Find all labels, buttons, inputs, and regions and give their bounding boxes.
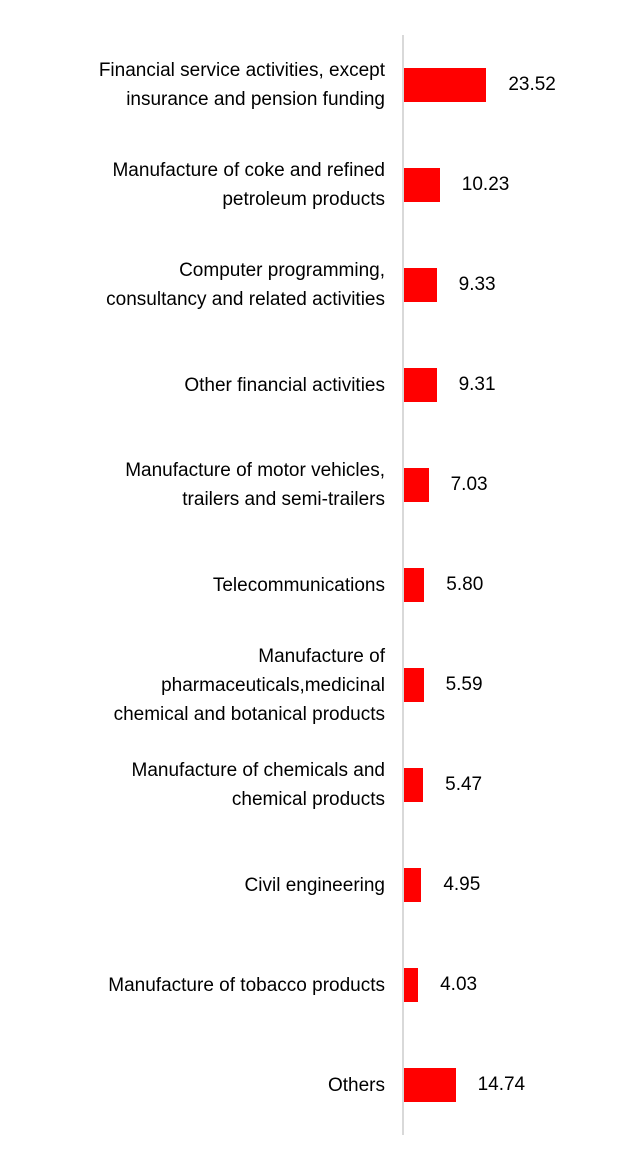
category-label: Manufacture of chemicals and chemical pro… [25,756,385,814]
bar [404,468,429,502]
value-label: 9.31 [458,374,496,395]
value-label: 4.03 [440,974,478,995]
category-label: Civil engineering [25,871,385,900]
category-label: Manufacture of coke and refined petroleum… [25,156,385,214]
value-axis-line [402,35,404,1135]
category-label: Manufacture of pharmaceuticals,medicinal c… [25,642,385,729]
category-label: Computer programming, consultancy and rel… [25,256,385,314]
category-label-line: Financial service activities, except [98,60,385,81]
category-label: Financial service activities, except insu… [25,56,385,114]
category-label: Others [25,1071,385,1100]
value-label: 4.95 [443,874,481,895]
category-label-line: Other financial activities [184,374,385,396]
value-label: 7.03 [450,474,488,495]
category-label-line: Civil engineering [244,874,385,896]
category-label-line: Computer programming, [179,260,385,281]
bar [404,868,422,902]
bar [404,268,437,302]
bar [404,368,437,402]
category-label: Manufacture of tobacco products [25,971,385,1000]
value-label: 10.23 [461,174,510,195]
value-label: 5.47 [445,774,483,795]
bar [404,668,424,702]
bar [404,1068,456,1102]
value-label: 23.52 [508,74,556,95]
category-label-line: Telecommunications [212,574,385,596]
bar [404,768,424,802]
category-label-line: consultancy and related activities [106,289,385,310]
category-label-line: Others [327,1074,385,1096]
value-label: 5.59 [445,674,483,695]
bar [404,68,487,102]
category-label-line: insurance and pension funding [126,89,385,110]
category-label-line: pharmaceuticals,medicinal [161,674,385,696]
bar [404,568,425,602]
category-label: Manufacture of motor vehicles, trailers a… [25,456,385,514]
category-label-line: petroleum products [222,189,385,210]
category-label-line: chemical products [231,789,385,810]
value-label: 14.74 [477,1074,526,1095]
category-label-line: Manufacture of chemicals and [131,760,385,781]
category-label-line: Manufacture of [258,645,385,667]
category-label-line: Manufacture of tobacco products [108,974,385,996]
value-label: 5.80 [446,574,484,595]
value-label: 9.33 [458,274,496,295]
bar [404,968,419,1002]
category-label: Other financial activities [25,371,385,400]
category-label-line: Manufacture of coke and refined [112,160,385,181]
category-label: Telecommunications [25,571,385,600]
category-label-line: trailers and semi-trailers [182,489,385,510]
category-label-line: chemical and botanical products [113,703,385,725]
category-label-line: Manufacture of motor vehicles, [125,460,385,481]
bar [404,168,440,202]
